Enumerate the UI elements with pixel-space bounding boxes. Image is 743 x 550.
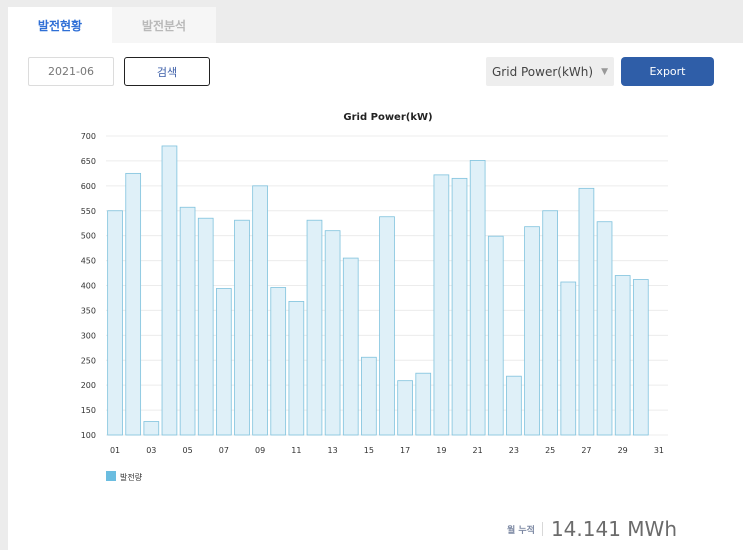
y-tick-label: 150 (81, 406, 96, 415)
bar-day-28 (596, 221, 613, 436)
grid-power-chart: Grid Power(kW) 100 150 200 250 300 350 400 450 5… (81, 112, 668, 482)
x-tick-label: 09 (255, 446, 265, 455)
x-tick-label: 07 (219, 446, 229, 455)
bar-day-08 (234, 219, 250, 436)
bar-day-03 (143, 421, 160, 436)
bar-day-18 (415, 372, 432, 436)
x-tick-label: 05 (182, 446, 192, 455)
y-tick-label: 600 (81, 182, 96, 191)
y-tick-label: 350 (81, 306, 96, 315)
monthly-total-label: 월 누적 (506, 525, 535, 536)
legend-swatch (106, 471, 116, 481)
y-tick-label: 100 (81, 431, 96, 440)
bar-day-26 (560, 281, 577, 436)
metric-select-value: Grid Power(kWh) (492, 64, 594, 79)
y-tick-label: 500 (81, 232, 96, 241)
bar-day-14 (342, 257, 359, 436)
bar-day-24 (524, 226, 540, 436)
x-tick-label: 29 (618, 446, 628, 455)
bar-day-17 (397, 380, 413, 436)
tab-generation-analysis[interactable]: 발전분석 (112, 7, 216, 43)
bar-day-10 (270, 287, 287, 436)
y-tick-label: 700 (81, 132, 96, 141)
bar-day-30 (632, 279, 649, 436)
x-tick-label: 23 (509, 446, 519, 455)
bar-day-20 (451, 177, 468, 436)
chevron-down-icon: ▼ (601, 66, 608, 77)
divider (541, 522, 543, 536)
bar-day-11 (288, 301, 305, 436)
bar-day-02 (125, 172, 142, 436)
x-tick-label: 31 (654, 446, 664, 455)
main-panel: 2021-06 검색 Grid Power(kWh) ▼ Export Grid… (8, 43, 743, 550)
bar-day-09 (252, 185, 268, 436)
x-tick-label: 17 (400, 446, 410, 455)
bar-day-19 (433, 174, 450, 436)
x-tick-label: 15 (364, 446, 374, 455)
x-tick-label: 13 (328, 446, 338, 455)
bar-series (107, 145, 649, 436)
bar-day-01 (107, 210, 123, 436)
bar-day-22 (487, 235, 504, 436)
monthly-total-value: 14.141 MWh (550, 517, 677, 541)
bar-day-15 (361, 356, 377, 436)
monthly-total: 월 누적 14.141 MWh (507, 517, 677, 541)
legend-label: 발전량 (120, 472, 143, 482)
metric-select[interactable]: Grid Power(kWh) ▼ (486, 57, 614, 86)
x-axis-ticks: 01 03 05 07 09 11 13 15 17 19 21 23 25 27 29 31 (110, 446, 664, 455)
bar-day-05 (179, 206, 196, 436)
bar-day-16 (379, 216, 395, 436)
y-tick-label: 250 (81, 356, 96, 365)
export-button[interactable]: Export (621, 57, 714, 86)
x-tick-label: 01 (110, 446, 120, 455)
bar-day-25 (542, 210, 558, 436)
y-axis-ticks: 100 150 200 250 300 350 400 450 500 550 600 650 700 (81, 132, 96, 440)
x-tick-label: 03 (146, 446, 156, 455)
y-tick-label: 400 (81, 282, 96, 291)
x-tick-label: 19 (436, 446, 446, 455)
bar-day-06 (197, 217, 214, 436)
y-tick-label: 550 (81, 207, 96, 216)
bar-day-29 (614, 275, 631, 436)
bar-day-21 (469, 160, 486, 436)
y-tick-label: 650 (81, 157, 96, 166)
bar-day-13 (324, 230, 341, 436)
y-tick-label: 300 (81, 331, 96, 340)
month-date-input[interactable]: 2021-06 (28, 57, 114, 86)
x-tick-label: 11 (291, 446, 301, 455)
bar-day-07 (216, 288, 232, 436)
chart-title: Grid Power(kW) (343, 112, 432, 123)
bar-day-23 (506, 375, 522, 436)
bar-day-04 (161, 145, 178, 436)
search-button[interactable]: 검색 (124, 57, 210, 86)
tab-generation-status[interactable]: 발전현황 (8, 7, 112, 43)
bar-day-27 (578, 187, 595, 436)
x-tick-label: 27 (581, 446, 591, 455)
x-tick-label: 25 (545, 446, 555, 455)
y-tick-label: 200 (81, 381, 96, 390)
y-tick-label: 450 (81, 257, 96, 266)
x-tick-label: 21 (473, 446, 483, 455)
bar-day-12 (306, 219, 323, 436)
tab-bar: 발전현황 발전분석 (8, 7, 216, 43)
